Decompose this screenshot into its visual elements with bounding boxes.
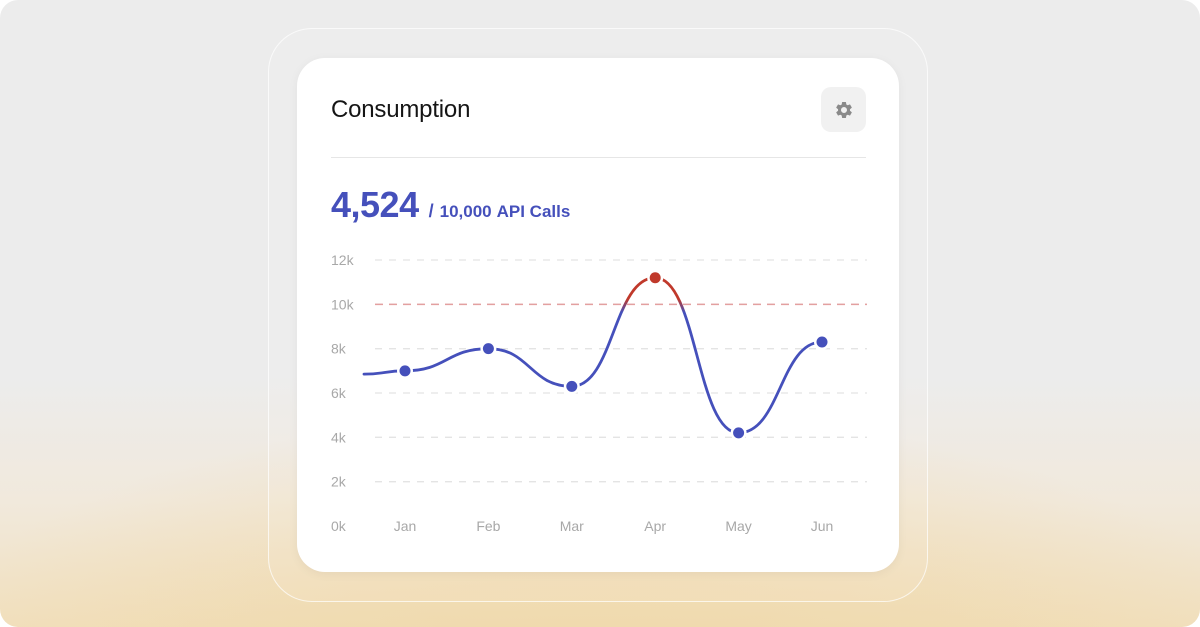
usage-unit: API Calls <box>496 202 571 221</box>
settings-button[interactable] <box>821 87 866 132</box>
data-point <box>482 343 494 355</box>
usage-separator: / <box>428 201 434 221</box>
y-tick-label: 2k <box>331 474 347 490</box>
data-point <box>733 427 745 439</box>
y-tick-label: 0k <box>331 518 347 534</box>
data-point <box>816 336 828 348</box>
usage-value: 4,524 <box>331 184 419 225</box>
x-tick-label: Jun <box>811 518 834 534</box>
y-tick-label: 4k <box>331 429 347 445</box>
card-title: Consumption <box>331 96 471 123</box>
consumption-card: Consumption 4,524 / 10,000 API Calls 0k 2… <box>297 58 899 572</box>
data-point <box>649 272 661 284</box>
y-tick-label: 6k <box>331 385 347 401</box>
usage-summary: 4,524 / 10,000 API Calls <box>331 184 570 226</box>
data-point <box>399 365 411 377</box>
x-tick-label: Apr <box>644 518 666 534</box>
x-tick-label: Jan <box>394 518 417 534</box>
x-tick-label: Feb <box>476 518 500 534</box>
gear-icon <box>835 101 852 118</box>
consumption-chart: 0k 2k 4k 6k 8k 10k 12k Jan Feb Mar Apr May Jun <box>331 252 867 534</box>
data-point <box>566 380 578 392</box>
usage-limit: 10,000 <box>439 202 492 221</box>
y-tick-label: 10k <box>331 296 355 312</box>
header-divider <box>331 157 866 158</box>
series-line <box>362 276 824 435</box>
y-tick-label: 8k <box>331 341 347 357</box>
y-tick-label: 12k <box>331 252 355 268</box>
x-tick-label: Mar <box>560 518 584 534</box>
x-tick-label: May <box>725 518 751 534</box>
